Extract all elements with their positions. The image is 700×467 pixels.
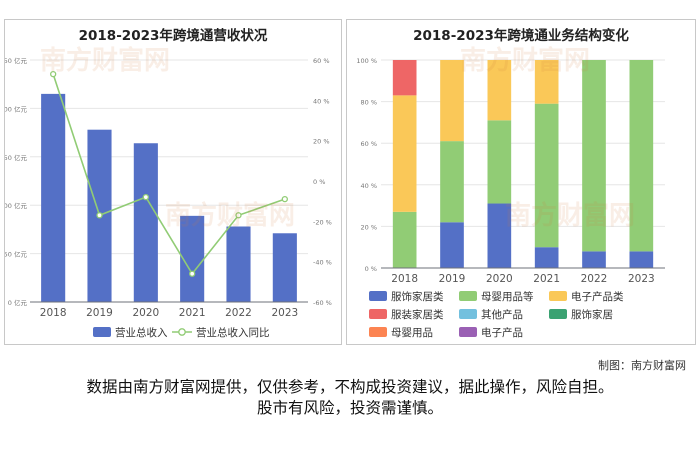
y-tick-label: 0 % [365, 265, 377, 273]
x-tick-label: 2019 [86, 307, 113, 319]
stacked-bar-segment [582, 251, 606, 268]
legend-swatch [459, 291, 477, 301]
legend-label: 电子产品类 [571, 290, 624, 303]
y-tick-label-left: 200 亿元 [5, 104, 27, 113]
legend-label: 电子产品 [481, 326, 523, 339]
bar [41, 93, 66, 302]
structure-chart: 0 % 20 % 40 % 60 % 80 % 100 % 2018 2019 2020 2021… [356, 57, 665, 339]
legend-swatch [369, 309, 387, 319]
bar [180, 215, 205, 302]
disclaimer-line: 数据由南方财富网提供，仅供参考，不构成投资建议，据此操作，风险自担。 [86, 378, 614, 396]
x-tick-label: 2023 [271, 307, 298, 319]
stacked-bar-segment [629, 251, 654, 268]
y-tick-label-right: 60 % [313, 57, 330, 65]
y-tick-label-right: -40 % [313, 259, 332, 267]
yoy-point [50, 70, 57, 78]
disclaimer: 数据由南方财富网提供，仅供参考，不构成投资建议，据此操作，风险自担。 股市有风险… [0, 377, 700, 419]
y-tick-label: 40 % [360, 182, 377, 190]
bar [226, 226, 251, 302]
legend-label: 营业总收入 [115, 326, 168, 339]
y-tick-label-right: -20 % [313, 218, 332, 226]
legend-swatch [178, 328, 186, 336]
stacked-bar-segment [582, 60, 606, 252]
yoy-point [142, 193, 149, 201]
stacked-bar-segment [392, 95, 417, 212]
legend-swatch [369, 327, 387, 337]
stacked-bar-segment [534, 60, 559, 104]
legend-swatch [549, 291, 567, 301]
x-tick-label: 2021 [533, 273, 560, 285]
stacked-bar-segment [440, 60, 464, 142]
disclaimer-line: 股市有风险，投资需谨慎。 [256, 399, 443, 417]
yoy-point [281, 195, 288, 203]
y-tick-label-left: 150 亿元 [5, 153, 27, 162]
stacked-bar-segment [487, 203, 512, 268]
x-tick-label: 2020 [486, 273, 513, 285]
legend-label: 营业总收入同比 [196, 326, 270, 339]
structure-chart-panel: 2018-2023年跨境通业务结构变化 0 % 20 % 40 % 60 % 80 % 1… [346, 19, 696, 345]
yoy-point [189, 270, 196, 277]
credit-text: 制图：南方财富网 [598, 359, 686, 372]
x-tick-label: 2023 [628, 273, 655, 285]
y-tick-label: 20 % [360, 223, 377, 231]
stacked-bar-segment [392, 211, 417, 268]
revenue-chart-title: 2018-2023年跨境通营收状况 [78, 28, 268, 44]
y-tick-label-right: 20 % [313, 138, 330, 146]
legend-label: 母婴用品等 [481, 290, 534, 303]
y-tick-label: 60 % [360, 140, 377, 148]
stacked-bar-segment [440, 222, 464, 268]
bar [133, 143, 158, 302]
y-tick-label: 80 % [360, 99, 377, 107]
yoy-point [96, 212, 103, 219]
stacked-bar-segment [487, 60, 512, 121]
stacked-bar-segment [440, 141, 464, 223]
legend-swatch [369, 291, 387, 301]
legend-label: 母婴用品 [391, 327, 433, 339]
x-tick-label: 2018 [391, 273, 418, 285]
x-tick-label: 2019 [439, 273, 466, 285]
y-tick-label-right: -60 % [313, 299, 332, 307]
bar [272, 233, 297, 302]
stacked-bar-segment [534, 103, 559, 248]
stacked-bar-segment [487, 120, 512, 204]
legend-label: 服饰家居 [571, 308, 613, 321]
y-tick-label-left: 0 亿元 [8, 298, 28, 307]
x-tick-label: 2022 [225, 307, 252, 319]
legend-label: 其他产品 [481, 308, 523, 321]
legend-label: 服饰家居类 [391, 290, 444, 303]
legend-label: 服装家居类 [391, 308, 444, 321]
legend-swatch [93, 327, 111, 337]
revenue-chart-panel: 2018-2023年跨境通营收状况 0 亿元 50 亿元 100 亿元 150 亿元 2… [4, 19, 342, 345]
stacked-bar-segment [392, 60, 417, 96]
x-tick-label: 2018 [40, 307, 67, 319]
x-tick-label: 2022 [581, 273, 608, 285]
stacked-bar-segment [534, 247, 559, 268]
legend-swatch [459, 309, 477, 319]
stacked-bar-segment [629, 60, 654, 252]
x-tick-label: 2020 [132, 307, 159, 319]
y-tick-label-left: 50 亿元 [5, 250, 27, 259]
legend-swatch [549, 309, 567, 319]
structure-chart-title: 2018-2023年跨境通业务结构变化 [413, 28, 629, 44]
y-tick-label: 100 % [356, 57, 377, 65]
y-tick-label-left: 100 亿元 [5, 201, 27, 210]
x-tick-label: 2021 [179, 307, 206, 319]
legend-swatch [459, 327, 477, 337]
y-tick-label-right: 0 % [313, 178, 325, 186]
revenue-chart: 0 亿元 50 亿元 100 亿元 150 亿元 200 亿元 250 亿元 -60 % -4… [5, 56, 332, 339]
y-tick-label-left: 250 亿元 [5, 56, 27, 65]
yoy-point [235, 212, 242, 219]
y-tick-label-right: 40 % [313, 97, 330, 105]
yoy-line [52, 73, 286, 276]
